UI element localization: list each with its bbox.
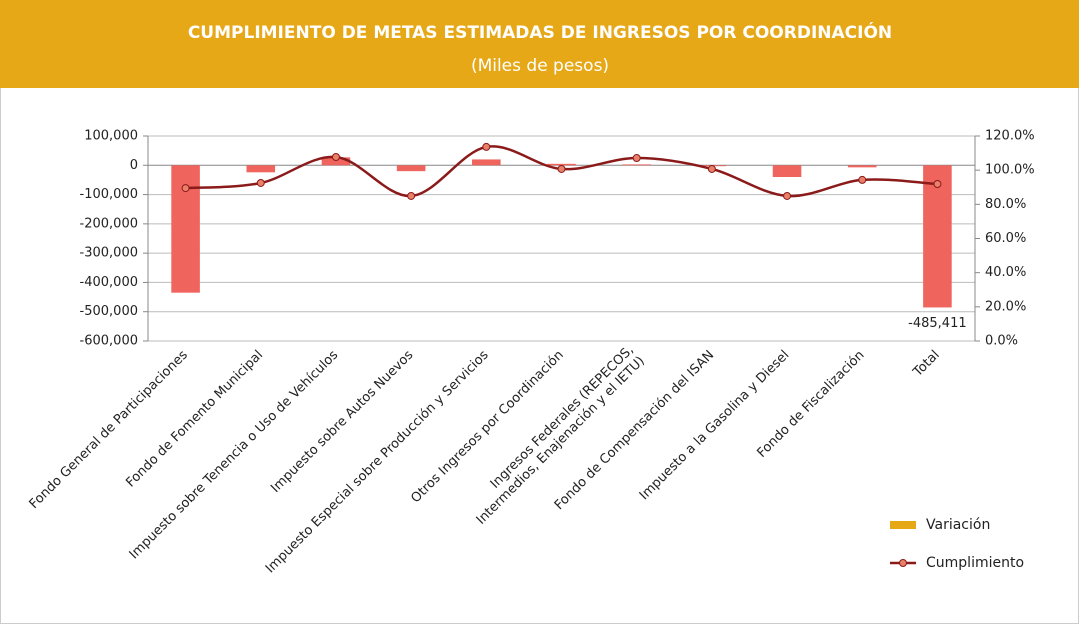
- marker: [181, 184, 190, 193]
- y2-tick-label: 60.0%: [985, 231, 1026, 246]
- legend-label: Variación: [926, 517, 990, 533]
- y2-tick-label: 40.0%: [985, 265, 1026, 280]
- bar: [923, 165, 952, 308]
- y-tick-label: -500,000: [80, 304, 138, 319]
- marker: [256, 178, 265, 187]
- y-tick-label: 100,000: [84, 129, 138, 144]
- marker: [632, 154, 641, 163]
- y2-tick-label: 120.0%: [985, 129, 1035, 144]
- marker: [783, 191, 792, 200]
- line: [185, 145, 938, 198]
- y2-tick-label: 80.0%: [985, 197, 1026, 212]
- legend-marker: [899, 559, 907, 567]
- chart-subtitle: (Miles de pesos): [471, 56, 609, 76]
- marker: [707, 164, 716, 173]
- y-tick-label: -400,000: [80, 275, 138, 290]
- marker: [557, 164, 566, 173]
- bar: [321, 157, 351, 166]
- data-label: -485,411: [908, 316, 966, 331]
- y2-tick-label: 0.0%: [985, 334, 1018, 349]
- marker: [933, 180, 942, 189]
- y2-tick-label: 20.0%: [985, 299, 1026, 314]
- bar: [772, 165, 802, 177]
- bar: [847, 165, 877, 168]
- bar: [396, 165, 426, 172]
- y-tick-label: -200,000: [80, 216, 138, 231]
- bar: [246, 165, 276, 173]
- legend-swatch: [890, 521, 916, 529]
- y-tick-label: -100,000: [80, 187, 138, 202]
- y-tick-label: -600,000: [80, 334, 138, 349]
- y-tick-label: -300,000: [80, 246, 138, 261]
- marker: [407, 191, 416, 200]
- y-tick-label: 0: [130, 158, 138, 173]
- legend-label: Cumplimiento: [926, 555, 1024, 571]
- bar: [472, 159, 501, 166]
- bar: [622, 164, 651, 166]
- header-band: [0, 0, 1079, 88]
- chart-title: CUMPLIMIENTO DE METAS ESTIMADAS DE INGRE…: [188, 21, 892, 43]
- marker: [858, 175, 867, 184]
- marker: [331, 153, 340, 162]
- bar: [547, 163, 576, 166]
- y2-tick-label: 100.0%: [985, 163, 1035, 178]
- marker: [482, 142, 491, 151]
